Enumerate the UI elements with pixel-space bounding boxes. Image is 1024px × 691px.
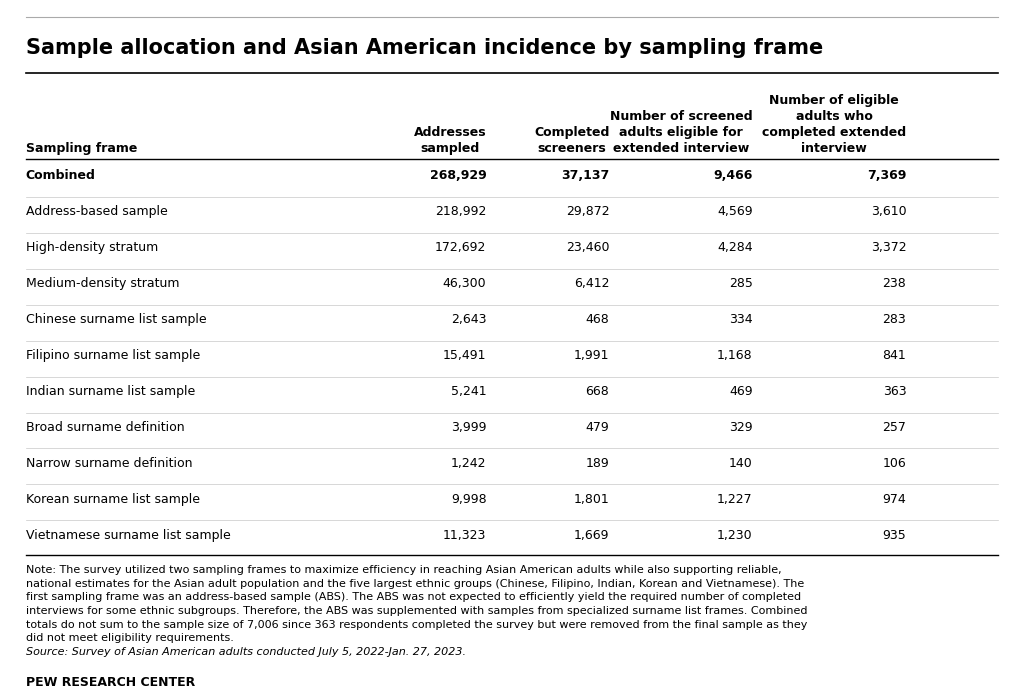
Text: 1,168: 1,168 bbox=[717, 349, 753, 362]
Text: 1,230: 1,230 bbox=[717, 529, 753, 542]
Text: 363: 363 bbox=[883, 385, 906, 398]
Text: Note: The survey utilized two sampling frames to maximize efficiency in reaching: Note: The survey utilized two sampling f… bbox=[26, 565, 807, 643]
Text: 189: 189 bbox=[586, 457, 609, 470]
Text: Chinese surname list sample: Chinese surname list sample bbox=[26, 313, 206, 326]
Text: 9,998: 9,998 bbox=[451, 493, 486, 506]
Text: Sampling frame: Sampling frame bbox=[26, 142, 137, 155]
Text: 7,369: 7,369 bbox=[867, 169, 906, 182]
Text: 1,242: 1,242 bbox=[451, 457, 486, 470]
Text: Number of screened
adults eligible for
extended interview: Number of screened adults eligible for e… bbox=[610, 111, 753, 155]
Text: Filipino surname list sample: Filipino surname list sample bbox=[26, 349, 200, 362]
Text: 218,992: 218,992 bbox=[435, 205, 486, 218]
Text: Addresses
sampled: Addresses sampled bbox=[414, 126, 486, 155]
Text: Medium-density stratum: Medium-density stratum bbox=[26, 277, 179, 290]
Text: 1,669: 1,669 bbox=[573, 529, 609, 542]
Text: 257: 257 bbox=[883, 421, 906, 434]
Text: 329: 329 bbox=[729, 421, 753, 434]
Text: 469: 469 bbox=[729, 385, 753, 398]
Text: 11,323: 11,323 bbox=[443, 529, 486, 542]
Text: 283: 283 bbox=[883, 313, 906, 326]
Text: 238: 238 bbox=[883, 277, 906, 290]
Text: 1,801: 1,801 bbox=[573, 493, 609, 506]
Text: Narrow surname definition: Narrow surname definition bbox=[26, 457, 193, 470]
Text: Korean surname list sample: Korean surname list sample bbox=[26, 493, 200, 506]
Text: PEW RESEARCH CENTER: PEW RESEARCH CENTER bbox=[26, 676, 195, 689]
Text: 668: 668 bbox=[586, 385, 609, 398]
Text: 841: 841 bbox=[883, 349, 906, 362]
Text: Vietnamese surname list sample: Vietnamese surname list sample bbox=[26, 529, 230, 542]
Text: 1,227: 1,227 bbox=[717, 493, 753, 506]
Text: Sample allocation and Asian American incidence by sampling frame: Sample allocation and Asian American inc… bbox=[26, 38, 823, 58]
Text: 3,610: 3,610 bbox=[870, 205, 906, 218]
Text: 3,999: 3,999 bbox=[451, 421, 486, 434]
Text: 3,372: 3,372 bbox=[870, 241, 906, 254]
Text: 4,569: 4,569 bbox=[717, 205, 753, 218]
Text: 46,300: 46,300 bbox=[442, 277, 486, 290]
Text: 285: 285 bbox=[729, 277, 753, 290]
Text: 2,643: 2,643 bbox=[451, 313, 486, 326]
Text: 15,491: 15,491 bbox=[443, 349, 486, 362]
Text: 6,412: 6,412 bbox=[573, 277, 609, 290]
Text: Completed
screeners: Completed screeners bbox=[534, 126, 609, 155]
Text: 140: 140 bbox=[729, 457, 753, 470]
Text: 479: 479 bbox=[586, 421, 609, 434]
Text: 5,241: 5,241 bbox=[451, 385, 486, 398]
Text: 334: 334 bbox=[729, 313, 753, 326]
Text: Address-based sample: Address-based sample bbox=[26, 205, 167, 218]
Text: 23,460: 23,460 bbox=[566, 241, 609, 254]
Text: Broad surname definition: Broad surname definition bbox=[26, 421, 184, 434]
Text: 1,991: 1,991 bbox=[573, 349, 609, 362]
Text: Combined: Combined bbox=[26, 169, 95, 182]
Text: 106: 106 bbox=[883, 457, 906, 470]
Text: 268,929: 268,929 bbox=[430, 169, 486, 182]
Text: High-density stratum: High-density stratum bbox=[26, 241, 158, 254]
Text: Indian surname list sample: Indian surname list sample bbox=[26, 385, 195, 398]
Text: 37,137: 37,137 bbox=[561, 169, 609, 182]
Text: 172,692: 172,692 bbox=[435, 241, 486, 254]
Text: Number of eligible
adults who
completed extended
interview: Number of eligible adults who completed … bbox=[762, 95, 906, 155]
Text: 29,872: 29,872 bbox=[565, 205, 609, 218]
Text: 9,466: 9,466 bbox=[714, 169, 753, 182]
Text: 974: 974 bbox=[883, 493, 906, 506]
Text: Source: Survey of Asian American adults conducted July 5, 2022-Jan. 27, 2023.: Source: Survey of Asian American adults … bbox=[26, 647, 466, 656]
Text: 935: 935 bbox=[883, 529, 906, 542]
Text: 468: 468 bbox=[586, 313, 609, 326]
Text: 4,284: 4,284 bbox=[717, 241, 753, 254]
